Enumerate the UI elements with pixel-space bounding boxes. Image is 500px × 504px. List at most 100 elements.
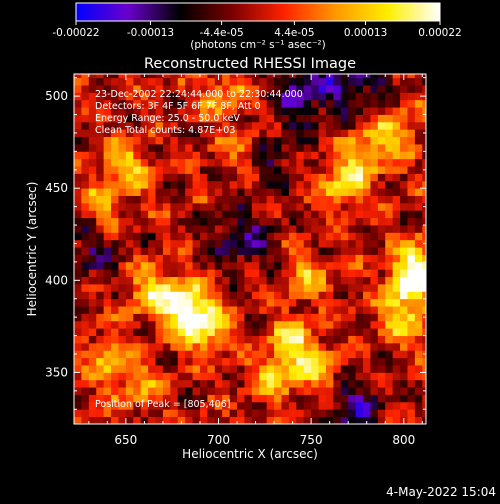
- heatmap-cell: [140, 158, 149, 167]
- heatmap-cell: [311, 379, 319, 388]
- heatmap-cell: [422, 372, 426, 381]
- heatmap-cell: [303, 357, 312, 366]
- heatmap-cell: [162, 416, 171, 424]
- heatmap-cell: [207, 92, 216, 101]
- heatmap-cell: [251, 387, 260, 395]
- heatmap-cell: [170, 180, 179, 189]
- heatmap-cell: [400, 85, 408, 93]
- heatmap-cell: [422, 180, 426, 189]
- heatmap-cell: [111, 129, 119, 138]
- heatmap-cell: [296, 136, 305, 145]
- heatmap-cell: [348, 387, 356, 395]
- heatmap-cell: [118, 409, 127, 418]
- heatmap-cell: [125, 136, 134, 145]
- heatmap-cell: [400, 409, 408, 418]
- heatmap-cell: [118, 335, 127, 344]
- heatmap-cell: [348, 261, 356, 270]
- heatmap-cell: [199, 291, 208, 300]
- heatmap-cell: [392, 166, 401, 174]
- heatmap-cell: [103, 239, 112, 248]
- heatmap-cell: [400, 335, 408, 344]
- heatmap-cell: [288, 306, 297, 314]
- heatmap-cell: [133, 99, 142, 108]
- heatmap-cell: [392, 350, 401, 359]
- heatmap-cell: [125, 394, 134, 403]
- heatmap-cell: [303, 144, 312, 152]
- heatmap-cell: [103, 173, 112, 182]
- heatmap-cell: [281, 92, 290, 101]
- heatmap-cell: [340, 298, 349, 307]
- heatmap-cell: [185, 416, 193, 424]
- heatmap-cell: [377, 291, 386, 300]
- heatmap-cell: [96, 387, 105, 395]
- heatmap-cell: [274, 129, 282, 138]
- heatmap-cell: [318, 254, 327, 263]
- heatmap-cell: [222, 121, 231, 130]
- heatmap-cell: [111, 121, 119, 130]
- heatmap-cell: [296, 217, 305, 226]
- heatmap-cell: [259, 92, 268, 101]
- heatmap-cell: [244, 394, 253, 403]
- heatmap-cell: [259, 188, 268, 196]
- heatmap-cell: [407, 166, 416, 174]
- heatmap-cell: [133, 151, 142, 160]
- heatmap-cell: [370, 254, 379, 263]
- heatmap-cell: [148, 225, 156, 233]
- heatmap-cell: [125, 166, 134, 174]
- heatmap-cell: [214, 269, 223, 278]
- heatmap-cell: [311, 77, 319, 86]
- heatmap-cell: [155, 394, 164, 403]
- heatmap-cell: [118, 77, 127, 86]
- heatmap-cell: [414, 121, 423, 130]
- heatmap-cell: [170, 166, 179, 174]
- heatmap-cell: [370, 409, 379, 418]
- heatmap-cell: [88, 416, 97, 424]
- heatmap-cell: [88, 291, 97, 300]
- heatmap-cell: [96, 158, 105, 167]
- heatmap-cell: [414, 74, 423, 79]
- heatmap-cell: [214, 276, 223, 285]
- heatmap-cell: [422, 74, 426, 79]
- heatmap-cell: [237, 114, 245, 123]
- heatmap-cell: [400, 254, 408, 263]
- heatmap-cell: [363, 313, 371, 322]
- heatmap-cell: [222, 365, 231, 373]
- heatmap-cell: [185, 99, 193, 108]
- heatmap-cell: [318, 379, 327, 388]
- heatmap-cell: [340, 291, 349, 300]
- heatmap-cell: [348, 92, 356, 101]
- heatmap-cell: [385, 188, 394, 196]
- heatmap-cell: [281, 121, 290, 130]
- heatmap-cell: [355, 379, 364, 388]
- heatmap-cell: [244, 121, 253, 130]
- heatmap-cell: [74, 387, 82, 395]
- heatmap-cell: [377, 136, 386, 145]
- heatmap-cell: [325, 166, 334, 174]
- heatmap-cell: [422, 261, 426, 270]
- heatmap-cell: [140, 306, 149, 314]
- heatmap-cell: [140, 129, 149, 138]
- heatmap-cell: [170, 247, 179, 255]
- heatmap-cell: [370, 291, 379, 300]
- heatmap-cell: [125, 129, 134, 138]
- heatmap-cell: [266, 387, 275, 395]
- heatmap-cell: [266, 107, 275, 115]
- heatmap-cell: [185, 136, 193, 145]
- heatmap-cell: [222, 99, 231, 108]
- heatmap-cell: [111, 92, 119, 101]
- heatmap-cell: [140, 254, 149, 263]
- heatmap-cell: [199, 401, 208, 410]
- heatmap-cell: [303, 379, 312, 388]
- heatmap-cell: [237, 129, 245, 138]
- heatmap-cell: [377, 151, 386, 160]
- heatmap-cell: [318, 372, 327, 381]
- heatmap-cell: [222, 276, 231, 285]
- heatmap-cell: [222, 217, 231, 226]
- heatmap-cell: [162, 99, 171, 108]
- heatmap-cell: [103, 313, 112, 322]
- heatmap-cell: [177, 188, 186, 196]
- heatmap-cell: [266, 225, 275, 233]
- heatmap-cell: [288, 173, 297, 182]
- heatmap-cell: [348, 99, 356, 108]
- heatmap-cell: [400, 261, 408, 270]
